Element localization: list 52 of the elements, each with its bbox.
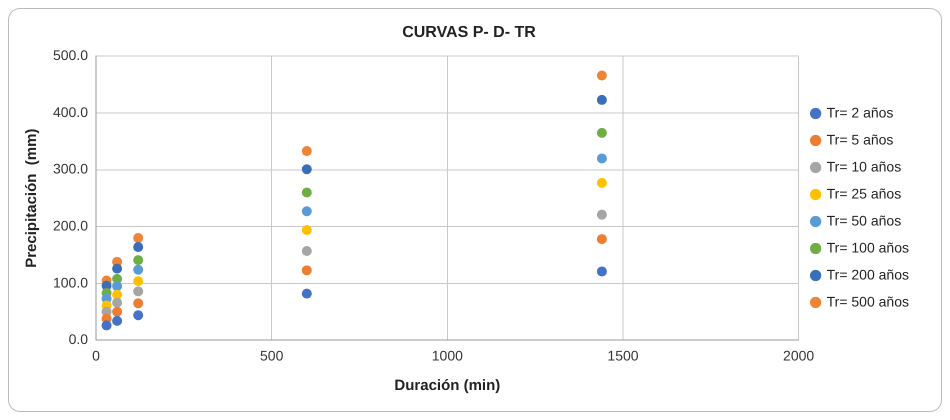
point [302,206,312,216]
point [302,265,312,276]
legend-label: Tr= 5 años [826,131,894,148]
y-tick-label: 500.0 [52,47,88,64]
point [112,316,122,326]
point [102,320,112,330]
y-tick-label: 0.0 [68,331,88,348]
point [112,264,122,274]
x-tick-label: 1500 [607,347,639,364]
legend-label: Tr= 500 años [826,293,910,310]
point [133,276,144,286]
point [596,178,607,188]
point [596,153,607,164]
point [302,146,312,156]
point [596,94,607,105]
point [302,225,312,236]
legend-label: Tr= 25 años [826,185,902,202]
point [596,210,607,220]
point [133,298,144,308]
x-tick-label: 500 [260,347,284,364]
legend-label: Tr= 10 años [826,158,902,174]
point [133,255,144,266]
chart-title: CURVAS P- D- TR [402,24,536,42]
y-tick-label: 200.0 [52,217,88,234]
point [133,264,144,275]
x-tick-label: 2000 [783,347,814,364]
point [596,234,607,244]
point [302,288,312,299]
point [302,164,312,174]
y-tick-label: 100.0 [52,274,88,290]
legend-label: Tr= 100 años [826,239,910,256]
y-tick-label: 400.0 [52,104,88,120]
legend-label: Tr= 2 años [826,104,894,120]
x-tick-label: 1000 [432,347,464,364]
point [302,246,312,256]
point [596,128,607,138]
point [112,298,122,308]
point [133,232,144,243]
x-axis-title: Duración (min) [394,377,500,394]
point [133,286,144,296]
point [596,266,607,276]
point [302,188,312,198]
point [133,242,144,252]
y-tick-label: 300.0 [52,160,88,177]
y-axis-title: Precipitación (mm) [23,128,40,268]
legend-label: Tr= 200 años [826,266,910,282]
legend-label: Tr= 50 años [826,212,902,228]
point [133,310,144,320]
point [112,281,122,292]
x-tick-label: 0 [92,347,100,364]
point [596,70,607,81]
point [112,306,122,317]
